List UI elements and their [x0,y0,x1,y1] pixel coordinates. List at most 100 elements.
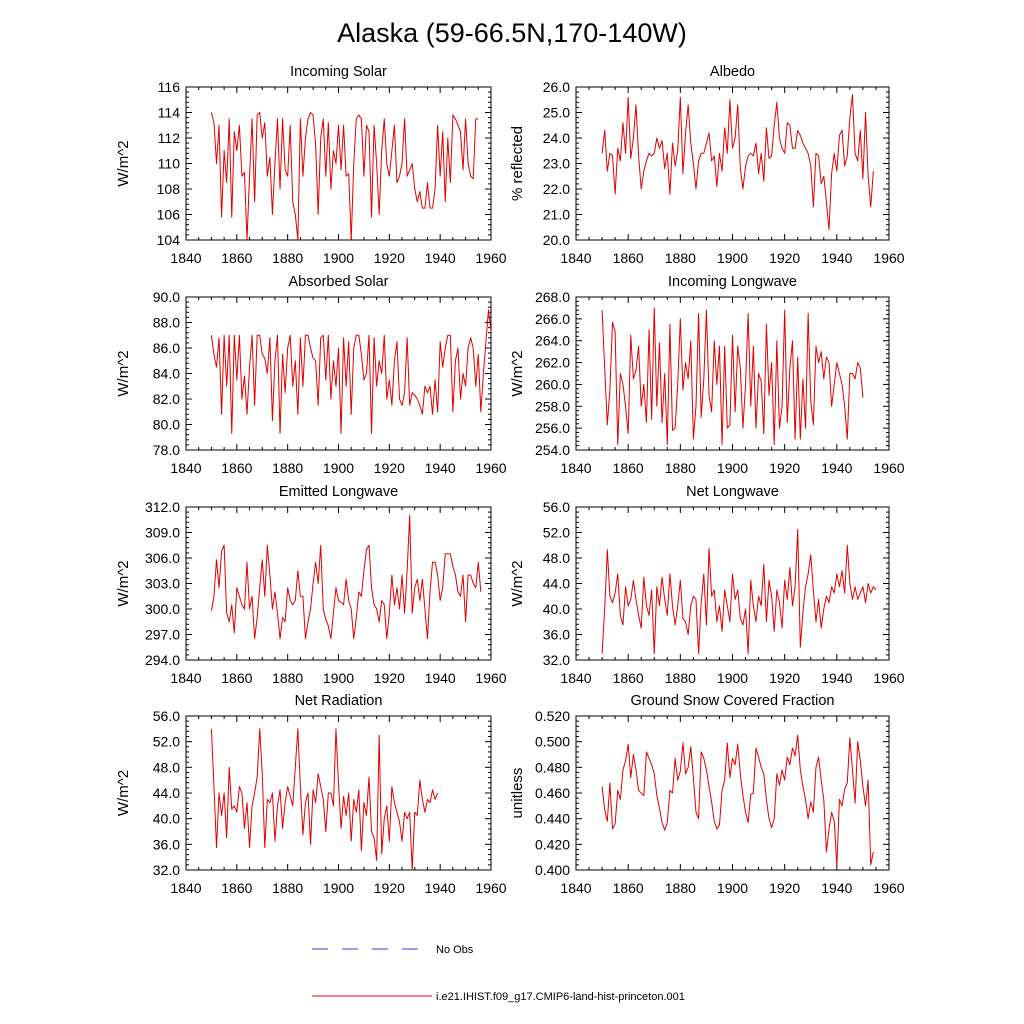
x-tick-label: 1840 [170,460,201,476]
y-tick-label: 264.0 [535,333,570,349]
y-tick-label: 268.0 [535,289,570,305]
y-tick-label: 86.0 [153,340,180,356]
y-tick-label: 266.0 [535,311,570,327]
y-tick-label: 0.500 [535,734,570,750]
plot-frame [575,296,890,451]
x-tick-label: 1960 [475,880,506,896]
y-tick-label: 254.0 [535,442,570,458]
x-tick-label: 1840 [170,250,201,266]
y-tick-label: 309.0 [145,525,180,541]
panel-title: Net Radiation [295,693,383,709]
plot-frame [575,506,890,661]
y-tick-label: 260.0 [535,376,570,392]
x-tick-label: 1860 [221,250,252,266]
x-tick-label: 1960 [475,250,506,266]
x-tick-label: 1900 [717,250,748,266]
y-axis-label: W/m^2 [509,560,526,606]
y-tick-label: 20.0 [543,232,570,248]
x-tick-label: 1960 [873,670,904,686]
series-line [210,728,439,871]
x-tick-label: 1900 [323,670,354,686]
x-tick-label: 1940 [425,670,456,686]
y-tick-label: 0.520 [535,708,570,724]
y-axis-label: W/m^2 [115,560,132,606]
y-tick-label: 78.0 [153,442,180,458]
x-tick-label: 1900 [717,670,748,686]
x-tick-label: 1960 [873,880,904,896]
x-tick-label: 1880 [272,670,303,686]
x-tick-label: 1900 [323,880,354,896]
y-tick-label: 22.0 [543,181,570,197]
chart-panel: 1840 1860 1880 1900 1920 1940 1960 78.0 80.0 82.0… [115,274,507,476]
y-tick-label: 0.400 [535,862,570,878]
x-tick-label: 1940 [821,460,852,476]
y-tick-label: 48.0 [543,550,570,566]
x-tick-label: 1880 [665,670,696,686]
y-tick-label: 300.0 [145,601,180,617]
y-tick-label: 84.0 [153,366,180,382]
x-tick-label: 1880 [665,250,696,266]
y-tick-label: 312.0 [145,499,180,515]
y-tick-label: 48.0 [153,759,180,775]
y-tick-label: 52.0 [153,734,180,750]
y-tick-label: 24.0 [543,130,570,146]
y-tick-label: 262.0 [535,355,570,371]
legend-label-no-obs: No Obs [436,944,474,956]
y-tick-label: 106 [157,207,181,223]
x-tick-label: 1860 [613,880,644,896]
x-tick-label: 1860 [613,460,644,476]
y-axis-label: W/m^2 [509,350,526,396]
chart-panel: 1840 1860 1880 1900 1920 1940 1960 32.0 36.0 40.0… [115,693,507,896]
y-tick-label: 88.0 [153,315,180,331]
x-tick-label: 1920 [769,670,800,686]
series-line [210,112,479,241]
chart-panel: 1840 1860 1880 1900 1920 1940 1960 20.0 21.0 22.0… [509,64,905,266]
x-tick-label: 1860 [221,460,252,476]
panel-title: Ground Snow Covered Fraction [631,693,835,709]
y-axis-label: W/m^2 [115,350,132,396]
y-tick-label: 36.0 [543,627,570,643]
y-tick-label: 56.0 [153,708,180,724]
plot-frame [575,86,890,241]
x-tick-label: 1900 [323,250,354,266]
y-tick-label: 104 [157,232,181,248]
x-tick-label: 1880 [665,880,696,896]
x-tick-label: 1940 [821,250,852,266]
y-tick-label: 0.480 [535,759,570,775]
y-tick-label: 108 [157,181,181,197]
y-tick-label: 21.0 [543,207,570,223]
y-tick-label: 80.0 [153,417,180,433]
y-tick-label: 0.460 [535,785,570,801]
series-line [210,515,482,640]
y-tick-label: 303.0 [145,576,180,592]
y-tick-label: 32.0 [543,652,570,668]
y-tick-label: 23.0 [543,156,570,172]
x-tick-label: 1880 [272,880,303,896]
panel-title: Absorbed Solar [289,274,389,290]
x-tick-label: 1920 [769,460,800,476]
panel-title: Incoming Longwave [668,274,797,290]
chart-panel: 1840 1860 1880 1900 1920 1940 1960 0.400 0.420 0.… [509,693,905,896]
y-axis-label: W/m^2 [115,140,132,186]
series-line [601,307,864,446]
chart-panel: 1840 1860 1880 1900 1920 1940 1960 104 106 108 110… [115,64,507,266]
panel-title: Net Longwave [686,484,779,500]
y-tick-label: 110 [158,156,181,172]
panel-title: Albedo [710,64,755,80]
x-tick-label: 1920 [374,880,405,896]
y-tick-label: 90.0 [153,289,180,305]
chart-panel: 1840 1860 1880 1900 1920 1940 1960 294.0 297.0 30… [115,484,507,686]
y-tick-label: 297.0 [145,627,180,643]
x-tick-label: 1960 [475,670,506,686]
x-tick-label: 1860 [221,670,252,686]
series-line [601,528,877,655]
y-tick-label: 40.0 [153,811,180,827]
y-axis-label: W/m^2 [115,770,132,816]
series-line [601,734,874,867]
y-tick-label: 306.0 [145,550,180,566]
x-tick-label: 1940 [425,250,456,266]
y-tick-label: 294.0 [145,652,180,668]
y-tick-label: 40.0 [543,601,570,617]
x-tick-label: 1940 [821,880,852,896]
